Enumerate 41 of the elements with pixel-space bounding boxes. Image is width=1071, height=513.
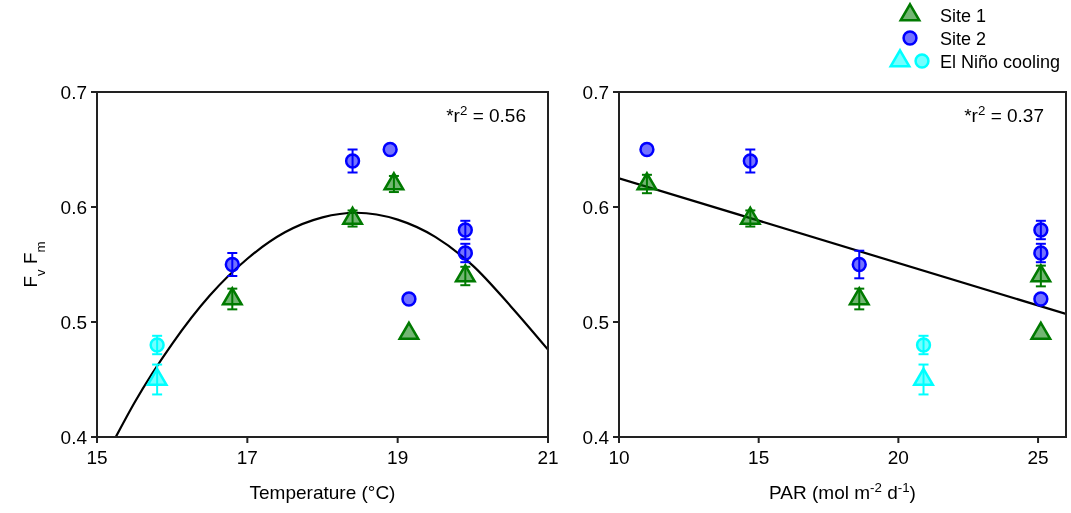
point [848, 287, 870, 306]
y-tick-label: 0.4 [60, 427, 88, 448]
annotation: *r$^{2}$ = 0.56 [446, 102, 526, 126]
legend-label: Site 2 [940, 29, 987, 49]
point [454, 264, 476, 283]
point [639, 141, 655, 158]
x-tick-label: 21 [537, 447, 559, 468]
point [1033, 291, 1049, 307]
y-tick-label: 0.6 [582, 197, 609, 218]
point [221, 287, 243, 306]
point [344, 153, 361, 169]
point [146, 367, 168, 387]
x-axis-title: Temperature (°C) [249, 482, 396, 503]
point [742, 153, 758, 169]
x-tick-label: 19 [387, 447, 409, 468]
legend-label: El Niño cooling [940, 52, 1061, 72]
point [398, 321, 420, 341]
x-tick-label: 10 [608, 447, 630, 468]
y-tick-label: 0.6 [60, 197, 87, 218]
x-tick-label: 25 [1027, 447, 1049, 468]
point [1030, 264, 1052, 283]
y-tick-label: 0.5 [60, 312, 87, 333]
x-tick-label: 20 [887, 447, 909, 468]
point [912, 367, 935, 387]
legend-label: Site 1 [940, 6, 987, 26]
point [1030, 321, 1052, 341]
point [382, 141, 398, 158]
annotation: *r$^{2}$ = 0.37 [964, 102, 1044, 126]
y-tick-label: 0.4 [582, 427, 610, 448]
point [851, 256, 867, 273]
point [342, 206, 364, 226]
x-tick-label: 15 [748, 447, 770, 468]
y-tick-label: 0.7 [60, 82, 87, 103]
x-tick-label: 17 [236, 447, 258, 468]
y-tick-label: 0.7 [582, 82, 609, 103]
x-axis-title: PAR (mol m$^{-2}$ d$^{-1}$) [769, 479, 916, 503]
point [739, 206, 761, 226]
point [401, 291, 417, 307]
x-tick-label: 15 [86, 447, 108, 468]
point [224, 256, 240, 273]
y-tick-label: 0.5 [582, 312, 609, 333]
